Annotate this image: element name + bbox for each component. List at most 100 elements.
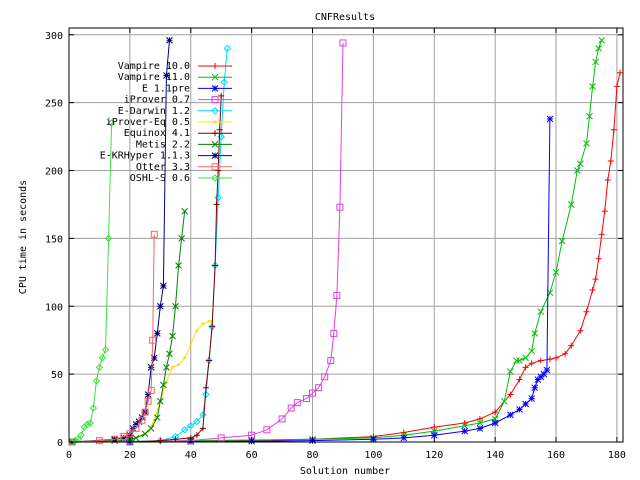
x-tick-label: 80	[306, 450, 318, 461]
series	[68, 119, 116, 446]
data-point	[223, 44, 231, 53]
data-point	[327, 357, 335, 365]
y-axis: 0 50 100 150 200 250 300	[45, 31, 623, 449]
data-point	[211, 141, 219, 148]
data-point	[147, 425, 155, 432]
data-point	[132, 424, 140, 432]
data-point	[199, 425, 206, 432]
data-point	[212, 63, 218, 69]
data-point	[543, 366, 551, 374]
data-point	[211, 152, 219, 159]
legend-label: Vampire 11.0	[118, 72, 190, 83]
data-point	[492, 409, 499, 416]
data-point	[156, 397, 164, 405]
data-point	[613, 83, 620, 90]
data-point	[212, 262, 219, 269]
data-point	[583, 140, 590, 147]
data-point	[500, 397, 508, 405]
series	[68, 207, 189, 446]
series	[68, 230, 158, 446]
data-point	[577, 160, 584, 168]
legend-label: Vampire 10.0	[118, 61, 190, 72]
data-point	[604, 177, 611, 184]
x-tick-label: 100	[364, 450, 382, 461]
x-axis-label: Solution number	[300, 466, 390, 477]
data-point	[513, 357, 520, 364]
data-point	[616, 69, 623, 76]
data-point	[567, 201, 575, 208]
data-point	[201, 322, 205, 326]
legend-label: Metis 2.2	[136, 139, 190, 150]
data-point	[595, 255, 602, 262]
data-point	[552, 268, 560, 276]
data-point	[293, 399, 301, 407]
data-point	[141, 430, 149, 438]
legend-label: Otter 3.3	[136, 162, 190, 173]
data-point	[213, 120, 217, 124]
data-point	[89, 404, 98, 412]
series-line	[71, 211, 186, 443]
data-point	[336, 203, 344, 211]
data-point	[77, 431, 85, 439]
data-point	[156, 436, 165, 445]
data-point	[220, 78, 228, 87]
data-point	[149, 336, 157, 344]
data-point	[187, 422, 195, 430]
data-point	[315, 384, 323, 392]
data-point	[553, 354, 560, 361]
series-line	[72, 72, 621, 443]
data-point	[193, 432, 200, 439]
data-point	[537, 308, 545, 316]
data-point	[586, 112, 593, 120]
data-point	[147, 386, 155, 394]
data-point	[476, 425, 484, 432]
data-point	[431, 424, 438, 431]
data-point	[193, 417, 201, 426]
data-point	[507, 368, 514, 375]
data-point	[153, 414, 161, 421]
plot-frame	[68, 27, 624, 443]
data-point	[546, 115, 554, 123]
data-point	[592, 276, 599, 283]
data-point	[211, 85, 219, 92]
data-point	[71, 436, 79, 445]
data-point	[160, 381, 167, 389]
data-point	[598, 36, 606, 44]
data-point	[126, 431, 134, 439]
data-point	[214, 193, 222, 202]
data-point	[278, 415, 286, 423]
series-line	[71, 122, 113, 443]
data-point	[120, 434, 128, 442]
data-point	[601, 208, 608, 215]
x-tick-label: 40	[185, 450, 197, 461]
x-tick-label: 160	[547, 450, 565, 461]
data-point	[400, 429, 407, 436]
data-point	[195, 329, 199, 333]
data-point	[607, 158, 614, 165]
data-point	[333, 291, 341, 299]
y-tick-label: 100	[45, 302, 63, 313]
y-tick-label: 0	[57, 438, 63, 449]
data-point	[537, 357, 544, 364]
data-point	[156, 302, 164, 310]
data-point	[178, 235, 185, 242]
data-point	[592, 58, 599, 66]
data-point	[610, 126, 617, 133]
data-point	[528, 347, 536, 355]
data-point	[516, 376, 523, 383]
legend-label: E-Darwin 1.2	[118, 106, 190, 117]
data-point	[98, 354, 107, 362]
data-point	[461, 422, 469, 430]
data-point	[461, 419, 468, 426]
data-point	[141, 408, 149, 416]
y-tick-label: 250	[45, 99, 63, 110]
data-point	[263, 426, 271, 434]
data-point	[522, 364, 529, 371]
data-point	[172, 302, 179, 310]
y-tick-label: 200	[45, 167, 63, 178]
data-point	[583, 308, 590, 315]
data-point	[170, 365, 174, 369]
legend-label: iProver 0.7	[124, 95, 190, 106]
data-point	[287, 404, 295, 412]
data-point	[172, 436, 179, 443]
